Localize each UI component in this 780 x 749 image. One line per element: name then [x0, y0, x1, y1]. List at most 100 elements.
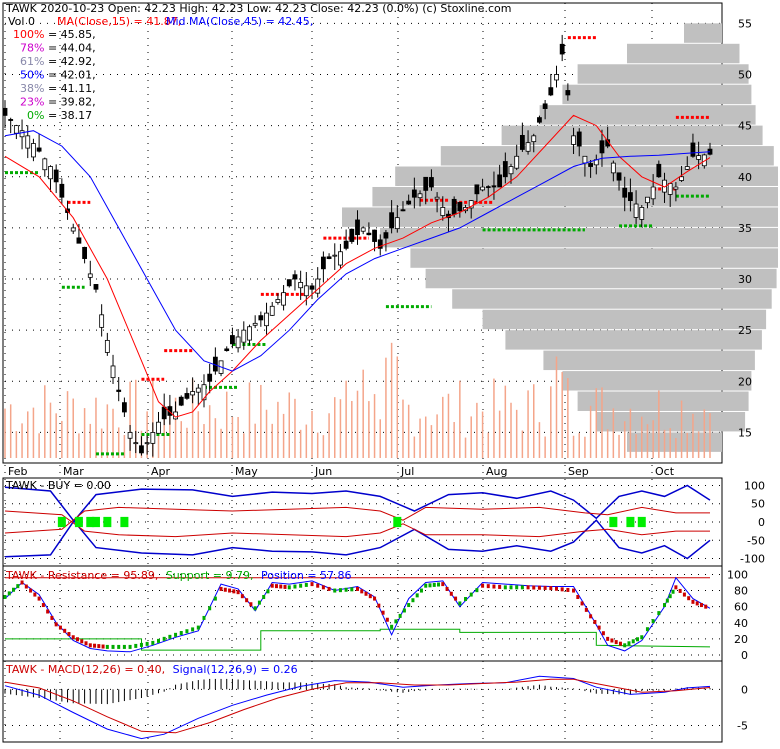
candle-body	[25, 135, 31, 149]
stoch-dot	[636, 637, 640, 642]
buy-signal	[91, 516, 100, 528]
stoch-dot	[394, 619, 398, 624]
candle-body	[144, 442, 150, 445]
price-tick-label: 30	[738, 273, 752, 286]
stoch-dot	[139, 642, 143, 647]
candle-body	[519, 134, 525, 150]
candle-body	[76, 237, 82, 244]
stoch-dot	[520, 585, 524, 590]
candle-body	[116, 389, 122, 392]
stoch-dot	[58, 625, 62, 630]
fib-pct: 61%	[20, 55, 44, 68]
stoch-dot	[682, 592, 686, 597]
candle-body	[645, 196, 650, 204]
stoch-dot	[584, 607, 588, 612]
volume-profile-edge	[722, 391, 749, 411]
rsp-tick-label: 60	[734, 601, 748, 614]
stoch-dot	[168, 634, 172, 639]
volume-profile-edge	[722, 166, 778, 186]
month-tick-label: Jun	[314, 465, 332, 478]
stoch-dot	[593, 619, 597, 624]
stoch-dot	[360, 589, 364, 594]
stoch-dot	[572, 588, 576, 593]
macd-title: TAWK - MACD(12,26) = 0.40, Signal(12,26,…	[5, 663, 298, 676]
volume-profile-edge	[722, 84, 752, 105]
volume-profile-edge	[722, 268, 777, 289]
fib-value: = 42.92,	[44, 55, 95, 68]
stoch-dot	[105, 644, 109, 649]
stoch-dot	[236, 590, 240, 595]
candle-body	[684, 166, 690, 170]
grid-layer	[4, 3, 722, 742]
volume-profile-edge	[722, 248, 778, 268]
candle-body	[184, 393, 190, 399]
candle-body	[491, 185, 497, 188]
fib-level-2: 61% = 42.92,	[20, 55, 96, 68]
stoch-dot	[304, 582, 308, 587]
candle-body	[571, 135, 576, 145]
stoch-dot	[191, 627, 195, 632]
stoch-dot	[503, 585, 507, 590]
buy-tick-label: -100	[740, 553, 765, 566]
stoch-dot	[84, 641, 88, 646]
stoch-dot	[657, 611, 661, 616]
stoch-dot	[117, 644, 121, 649]
candle-body	[326, 256, 332, 259]
volume-profile-bar	[501, 125, 722, 146]
month-tick-label: Apr	[151, 465, 171, 478]
stoch-dot	[7, 591, 11, 596]
ma45-label: Mid MA(Close,45) = 42.45,	[166, 15, 313, 28]
volume-profile-bar	[440, 146, 722, 166]
candle-body	[178, 396, 184, 406]
stoch-dot	[274, 584, 278, 589]
stoch-dot	[704, 604, 708, 609]
volume-profile-bar	[684, 23, 722, 43]
stoch-dot	[665, 598, 669, 603]
stoch-dot	[310, 582, 314, 587]
rsp-tick-label: 40	[734, 617, 748, 630]
candle-body	[241, 329, 247, 343]
candle-body	[275, 299, 281, 303]
candle-body	[332, 254, 338, 257]
candle-body	[133, 442, 139, 445]
candle-body	[389, 212, 395, 229]
stoch-dot	[266, 589, 270, 594]
stoch-dot	[344, 587, 348, 592]
stoch-dot	[695, 601, 699, 606]
candle-body	[87, 273, 93, 278]
candle-body	[559, 43, 565, 55]
candle-body	[542, 103, 548, 109]
stoch-dot	[415, 593, 419, 598]
buy-title: TAWK - BUY = 0.00	[5, 479, 111, 492]
stoch-dot	[41, 603, 45, 608]
buy-inner-upper	[4, 506, 710, 534]
buy-ticker: TAWK - BUY = 0.00	[5, 479, 111, 492]
candle-body	[156, 421, 161, 434]
stoch-dot	[12, 587, 16, 592]
stoch-dot	[627, 641, 631, 646]
stoch-dot	[678, 588, 682, 593]
stoch-dot	[80, 639, 84, 644]
candle-body	[59, 183, 65, 198]
candle-body	[167, 406, 173, 416]
indicator-layer: 100 50 0 -50 -100 100 80 60 40 20 0 0 -5	[3, 479, 765, 740]
volume-profile-edge	[722, 330, 762, 350]
volume-profile-edge	[722, 125, 763, 146]
stoch-dot	[364, 591, 368, 596]
buy-signal	[609, 516, 618, 528]
volume-profile-bar	[425, 268, 722, 289]
candle-body	[36, 147, 42, 152]
stoch-dot	[554, 586, 558, 591]
candle-body	[554, 74, 559, 81]
buy-signal	[86, 516, 95, 528]
stoch-dot	[88, 643, 92, 648]
stoch-dot	[509, 585, 513, 590]
candle-body	[104, 339, 110, 353]
buy-upper-band	[4, 484, 711, 558]
candle-body	[599, 140, 605, 154]
fib-pct: 23%	[20, 96, 44, 109]
candle-body	[269, 305, 275, 316]
volume-profile-bar	[577, 391, 722, 411]
